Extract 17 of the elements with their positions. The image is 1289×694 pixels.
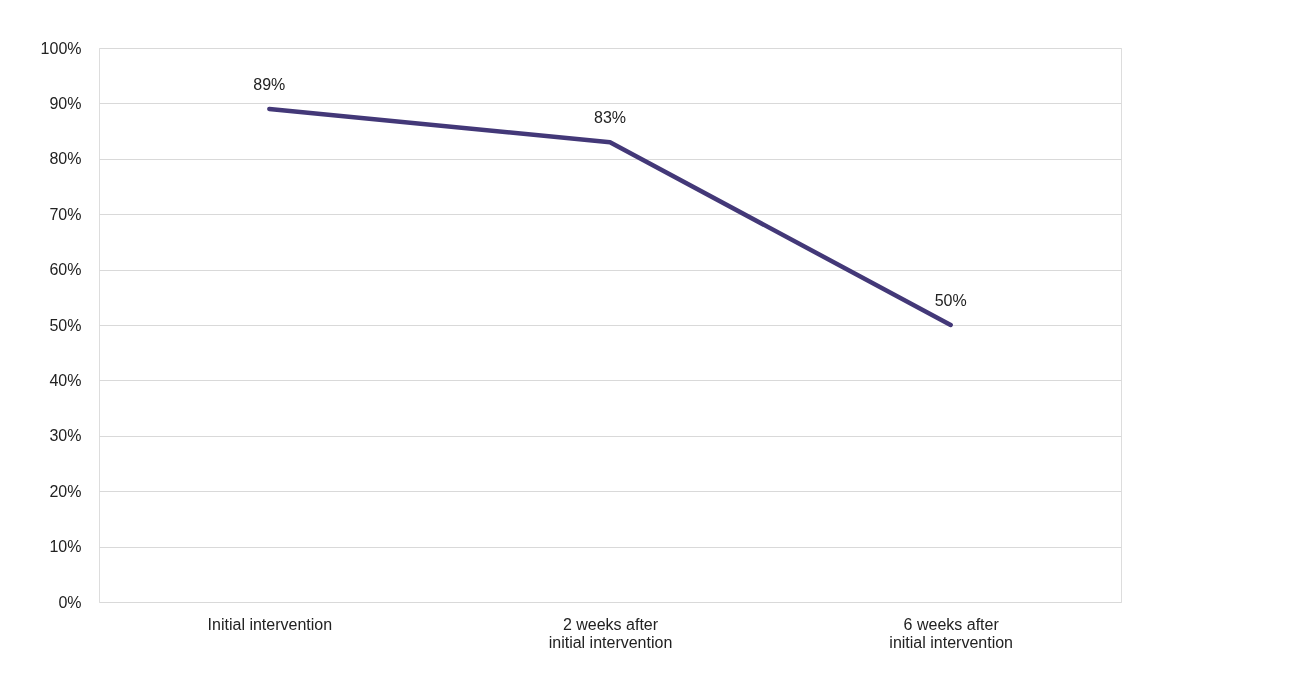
data-label: 83% xyxy=(593,109,627,127)
y-tick-label: 70% xyxy=(49,205,82,223)
y-tick-label: 10% xyxy=(49,538,82,556)
y-tick-label: 40% xyxy=(49,371,82,389)
y-tick-label: 30% xyxy=(49,427,82,445)
x-tick-label: Initial intervention xyxy=(207,615,333,633)
y-tick-label: 90% xyxy=(49,94,82,112)
y-tick-label: 0% xyxy=(58,593,82,611)
data-label: 89% xyxy=(253,75,286,93)
data-label: 50% xyxy=(934,292,967,309)
y-tick-label: 80% xyxy=(49,150,82,168)
y-tick-label: 100% xyxy=(40,39,82,57)
x-tick-label: 2 weeks after initial intervention xyxy=(548,615,673,651)
y-tick-label: 20% xyxy=(49,482,82,500)
y-tick-label: 50% xyxy=(49,316,82,334)
x-tick-label: 6 weeks after initial intervention xyxy=(889,615,1013,651)
y-tick-label: 60% xyxy=(49,261,82,279)
